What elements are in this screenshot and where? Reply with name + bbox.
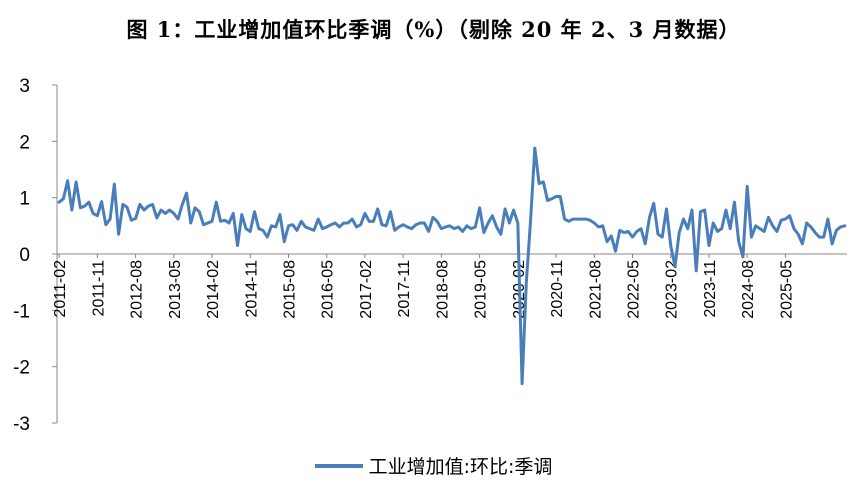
- x-tick-label: 2023-11: [702, 260, 719, 318]
- x-tick-label: 2014-02: [205, 260, 222, 319]
- x-tick-label: 2014-11: [243, 260, 260, 318]
- x-tick-label: 2016-05: [320, 260, 337, 319]
- y-tick-label: -1: [13, 301, 30, 322]
- y-tick-label: -2: [13, 358, 30, 379]
- x-tick-label: 2011-02: [52, 260, 69, 318]
- x-tick-label: 2024-08: [740, 260, 757, 319]
- x-tick-labels: 2011-02 2011-11 2012-08 2013-05 2014-02 2014-…: [52, 260, 795, 319]
- x-tick-label: 2011-11: [90, 260, 107, 316]
- chart-title: 图 1：工业增加值环比季调（%）（剔除 20 年 2、3 月数据）: [126, 17, 741, 42]
- x-tick-label: 2017-02: [358, 260, 375, 319]
- chart-axes: [52, 84, 847, 424]
- legend-swatch: [314, 463, 363, 468]
- x-tick-label: 2015-08: [281, 260, 298, 319]
- y-tick-label: 2: [19, 132, 30, 153]
- x-tick-label: 2020-11: [549, 260, 566, 318]
- x-tick-label: 2017-11: [396, 260, 413, 318]
- x-tick-label: 2019-05: [473, 260, 490, 319]
- series-line-0: [57, 146, 847, 386]
- y-tick-label: 3: [19, 76, 30, 97]
- y-tick-label: -3: [13, 414, 30, 435]
- x-tick-label: 2018-08: [434, 260, 451, 319]
- legend-label: 工业增加值:环比:季调: [368, 456, 553, 478]
- x-tick-label: 2025-05: [778, 260, 795, 319]
- y-tick-label: 0: [19, 245, 30, 266]
- series-lines: [57, 146, 847, 386]
- legend: 工业增加值:环比:季调: [0, 452, 867, 479]
- y-tick-label: 1: [19, 189, 30, 210]
- x-tick-label: 2013-05: [167, 260, 184, 319]
- x-tick-label: 2022-05: [626, 260, 643, 319]
- x-tick-label: 2023-02: [664, 260, 681, 319]
- x-tick-label: 2021-08: [587, 260, 604, 319]
- y-tick-labels: 3 2 1 0 -1 -2 -3: [13, 76, 30, 435]
- x-tick-label: 2012-08: [129, 260, 146, 319]
